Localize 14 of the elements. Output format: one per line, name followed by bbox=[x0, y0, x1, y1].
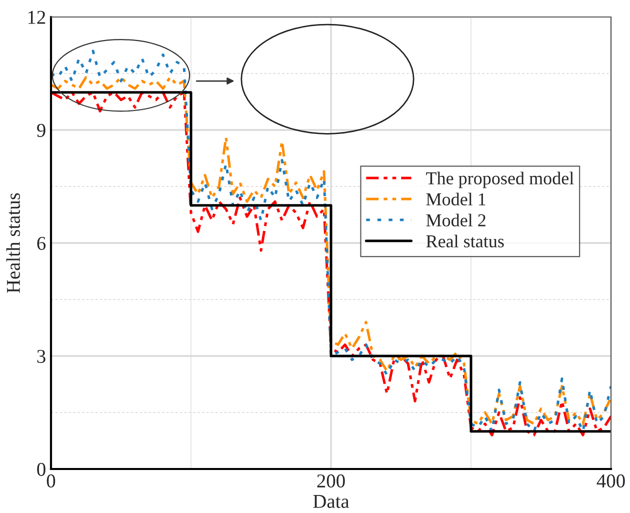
x-tick-label: 200 bbox=[317, 474, 345, 488]
y-tick-label: 3 bbox=[37, 350, 46, 363]
legend-label: Model 2 bbox=[426, 214, 486, 226]
x-axis-title: Data bbox=[313, 495, 350, 508]
y-tick-label: 6 bbox=[37, 236, 46, 250]
legend-label: Model 1 bbox=[426, 192, 486, 206]
x-tick-label: 0 bbox=[46, 474, 56, 488]
x-tick-label: 400 bbox=[596, 474, 625, 488]
y-tick-label: 0 bbox=[37, 462, 46, 476]
legend-label: Real status bbox=[426, 234, 504, 248]
legend-label: The proposed model bbox=[426, 172, 574, 188]
y-tick-label: 9 bbox=[37, 124, 46, 137]
y-tick-label: 12 bbox=[28, 10, 46, 24]
y-axis-title: Health status bbox=[6, 193, 20, 293]
